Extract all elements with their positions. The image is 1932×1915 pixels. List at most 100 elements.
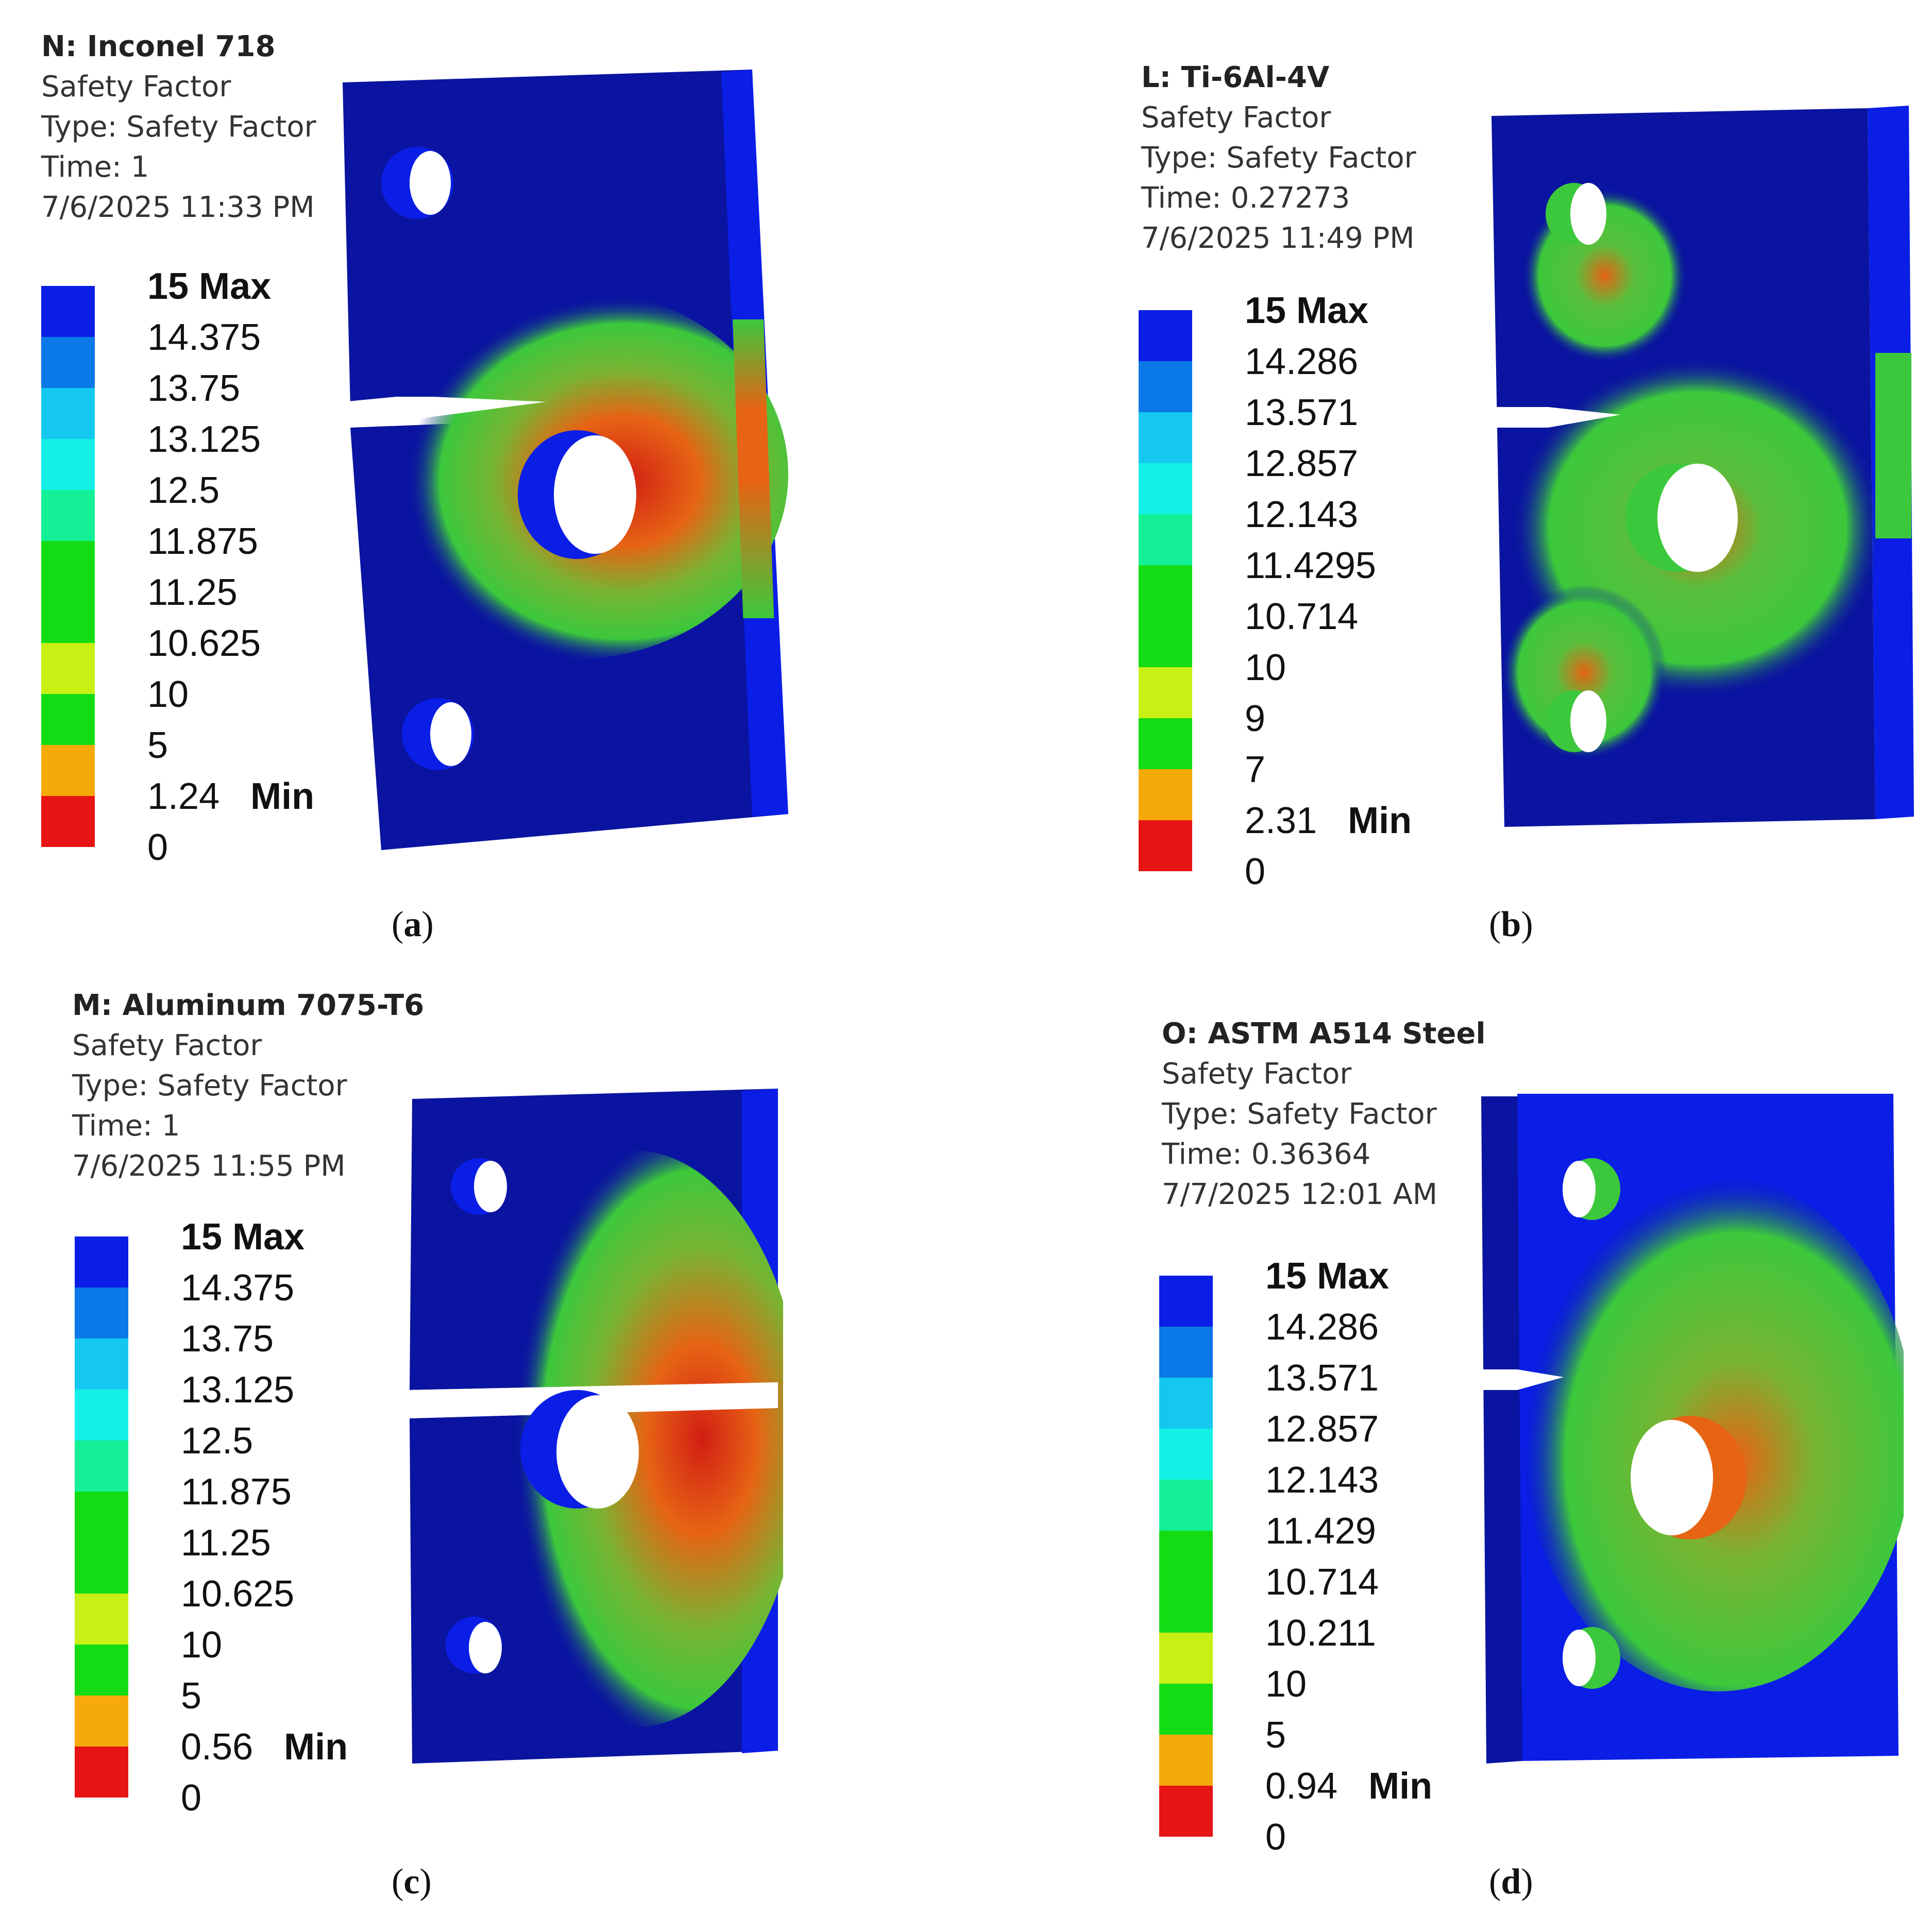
legend-tick-label: 11.429 bbox=[1265, 1511, 1376, 1552]
legend-swatch bbox=[1139, 718, 1192, 769]
legend-swatch bbox=[41, 592, 95, 643]
result-time: Time: 1 bbox=[41, 150, 149, 184]
result-header: O: ASTM A514 Steel Safety Factor Type: S… bbox=[1162, 1014, 1486, 1215]
subfigure-caption: (c) bbox=[392, 1862, 432, 1902]
legend-tick-label: 13.125 bbox=[147, 419, 261, 460]
legend-tick-label: 12.5 bbox=[147, 470, 220, 511]
legend-tick-label: 12.857 bbox=[1265, 1409, 1379, 1450]
legend-tick-label: 10.625 bbox=[147, 623, 261, 664]
legend-swatch bbox=[1159, 1480, 1213, 1531]
legend-tick-label: 14.375 bbox=[181, 1267, 295, 1309]
result-time: Time: 0.27273 bbox=[1141, 181, 1350, 215]
legend-tick-label: 7 bbox=[1245, 749, 1266, 790]
legend-tick-label: 0.94 Min bbox=[1265, 1766, 1433, 1807]
result-header: L: Ti-6Al-4V Safety Factor Type: Safety … bbox=[1141, 58, 1416, 259]
color-legend: 15 Max 14.375 13.75 13.125 12.5 11.875 11.25 10… bbox=[41, 266, 350, 868]
legend-swatch bbox=[1139, 514, 1192, 565]
legend-tick-label: 13.75 bbox=[147, 368, 241, 409]
legend-tick-label: 13.571 bbox=[1245, 392, 1359, 433]
panel-c: M: Aluminum 7075-T6 Safety Factor Type: … bbox=[0, 957, 966, 1915]
subfigure-caption: (d) bbox=[1489, 1862, 1533, 1902]
legend-min-label: Min bbox=[1348, 800, 1412, 841]
result-type: Type: Safety Factor bbox=[41, 110, 316, 144]
legend-tick-label: 0 bbox=[1245, 851, 1266, 892]
legend-tick-label: 14.286 bbox=[1265, 1307, 1379, 1348]
legend-swatch bbox=[75, 1747, 128, 1798]
legend-swatch bbox=[1139, 667, 1192, 718]
legend-swatch bbox=[75, 1594, 128, 1645]
legend-swatch bbox=[41, 796, 95, 847]
legend-swatch bbox=[1159, 1378, 1213, 1429]
legend-tick-label: 12.143 bbox=[1265, 1460, 1379, 1501]
color-legend: 15 Max 14.375 13.75 13.125 12.5 11.875 11.25 10… bbox=[75, 1216, 404, 1819]
legend-max-label: 15 Max bbox=[1265, 1256, 1389, 1297]
legend-min-label: Min bbox=[250, 776, 315, 817]
result-name: Safety Factor bbox=[72, 1029, 262, 1062]
legend-tick-label: 5 bbox=[147, 725, 168, 766]
panel-d: O: ASTM A514 Steel Safety Factor Type: S… bbox=[966, 957, 1932, 1915]
color-legend: 15 Max 14.286 13.571 12.857 12.143 11.4295 10.… bbox=[1139, 290, 1468, 892]
legend-tick-label: 10 bbox=[147, 674, 189, 715]
legend-tick-label: 10 bbox=[1245, 647, 1286, 688]
legend-tick-label: 10.714 bbox=[1245, 596, 1359, 637]
legend-tick-label: 10.211 bbox=[1265, 1613, 1376, 1654]
legend-swatch bbox=[75, 1338, 128, 1389]
legend-tick-label: 14.375 bbox=[147, 317, 261, 358]
result-name: Safety Factor bbox=[41, 70, 231, 104]
legend-swatch bbox=[75, 1287, 128, 1338]
result-type: Type: Safety Factor bbox=[1162, 1097, 1437, 1131]
contour-model bbox=[1481, 1094, 1904, 1764]
subfigure-caption: (b) bbox=[1489, 905, 1533, 944]
result-header: M: Aluminum 7075-T6 Safety Factor Type: … bbox=[72, 986, 424, 1187]
legend-swatch bbox=[1159, 1327, 1213, 1378]
result-type: Type: Safety Factor bbox=[72, 1069, 347, 1103]
legend-swatch bbox=[1159, 1633, 1213, 1684]
contour-model bbox=[1492, 106, 1919, 827]
legend-swatch bbox=[1139, 769, 1192, 820]
legend-swatch bbox=[75, 1441, 128, 1492]
legend-tick-label: 10.714 bbox=[1265, 1562, 1379, 1603]
legend-min-label: Min bbox=[284, 1726, 348, 1768]
material-title: L: Ti-6Al-4V bbox=[1141, 61, 1330, 94]
legend-swatch bbox=[1139, 820, 1192, 871]
legend-swatch bbox=[41, 337, 95, 388]
legend-tick-label: 12.857 bbox=[1245, 443, 1359, 484]
legend-tick-label: 0 bbox=[181, 1777, 202, 1819]
legend-swatch bbox=[41, 541, 95, 592]
legend-swatch bbox=[1139, 310, 1192, 361]
contour-model bbox=[340, 67, 804, 860]
legend-tick-label: 10.625 bbox=[181, 1573, 295, 1615]
legend-swatch bbox=[1159, 1684, 1213, 1735]
legend-tick-label: 2.31 Min bbox=[1245, 800, 1412, 841]
legend-swatch bbox=[75, 1696, 128, 1747]
legend-max-label: 15 Max bbox=[147, 266, 272, 307]
contour-model bbox=[407, 1089, 783, 1769]
legend-tick-label: 5 bbox=[181, 1675, 202, 1717]
legend-swatch bbox=[75, 1492, 128, 1543]
legend-swatch bbox=[1159, 1531, 1213, 1582]
result-date: 7/7/2025 12:01 AM bbox=[1162, 1178, 1438, 1211]
result-name: Safety Factor bbox=[1141, 101, 1331, 134]
legend-tick-label: 0 bbox=[147, 827, 168, 868]
material-title: M: Aluminum 7075-T6 bbox=[72, 989, 425, 1022]
result-date: 7/6/2025 11:33 PM bbox=[41, 191, 315, 224]
result-date: 7/6/2025 11:55 PM bbox=[72, 1149, 346, 1183]
legend-tick-label: 11.4295 bbox=[1245, 545, 1376, 586]
panel-a: N: Inconel 718 Safety Factor Type: Safet… bbox=[0, 0, 966, 957]
legend-tick-label: 9 bbox=[1245, 698, 1266, 739]
legend-max-label: 15 Max bbox=[1245, 290, 1369, 331]
safety-factor-contour-plot bbox=[343, 70, 788, 850]
legend-max-label: 15 Max bbox=[181, 1216, 305, 1258]
legend-tick-label: 10 bbox=[1265, 1664, 1307, 1705]
legend-tick-label: 0 bbox=[1265, 1817, 1286, 1858]
result-name: Safety Factor bbox=[1162, 1057, 1352, 1091]
legend-swatch bbox=[41, 745, 95, 796]
legend-tick-label: 5 bbox=[1265, 1715, 1286, 1756]
legend-swatch bbox=[1139, 412, 1192, 463]
legend-swatch bbox=[41, 388, 95, 439]
legend-tick-label: 14.286 bbox=[1245, 341, 1359, 382]
legend-swatch bbox=[1159, 1786, 1213, 1837]
color-legend: 15 Max 14.286 13.571 12.857 12.143 11.429 10.7… bbox=[1159, 1256, 1489, 1858]
legend-swatch bbox=[1139, 463, 1192, 514]
safety-factor-contour-plot bbox=[1481, 1094, 1904, 1764]
